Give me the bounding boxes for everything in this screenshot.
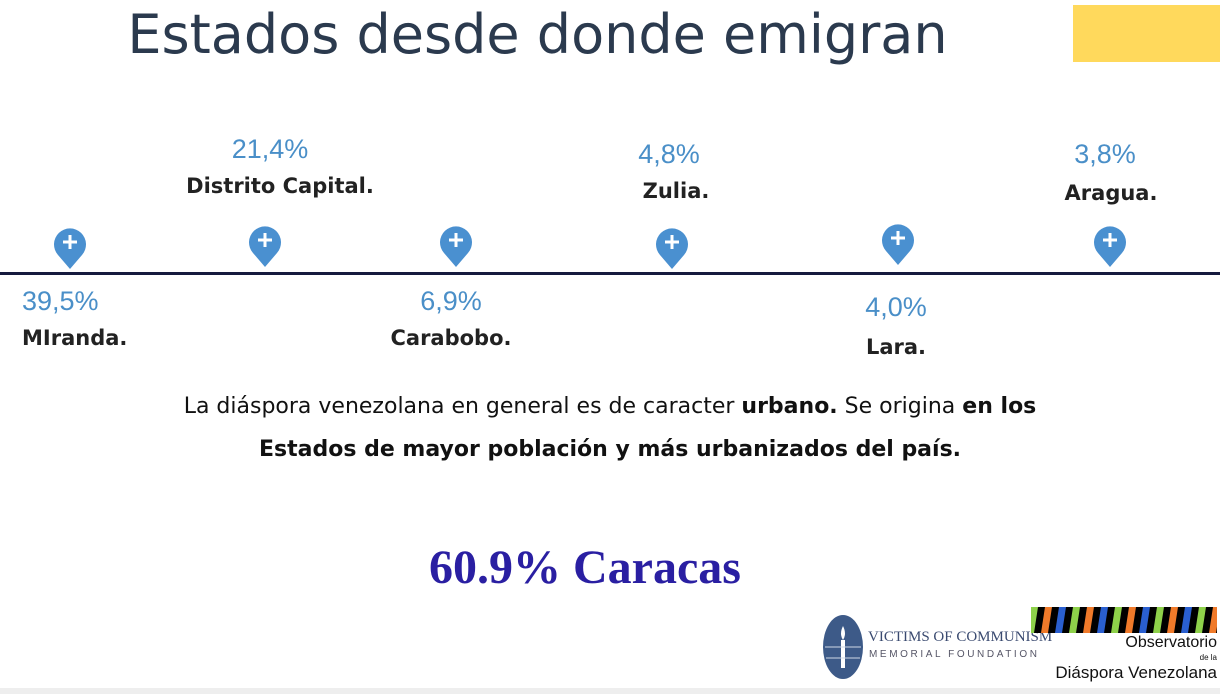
map-pin-plus-icon[interactable] (438, 222, 474, 268)
state-percent-carabobo: 6,9% (420, 286, 482, 316)
map-pin-plus-icon[interactable] (247, 222, 283, 268)
logo-text-line3: Diáspora Venezolana (1055, 663, 1217, 682)
map-pin-plus-icon[interactable] (52, 224, 88, 270)
logo-text-line2: de la (1199, 653, 1217, 662)
state-percent-zulia: 4,8% (638, 139, 700, 169)
state-name-miranda: MIranda. (22, 326, 128, 350)
paragraph-bold: en los Estados de mayor población y más … (258, 394, 1037, 462)
observatorio-diaspora-logo: Observatorio de la Diáspora Venezolana (1031, 607, 1217, 687)
timeline-axis (0, 272, 1220, 275)
state-percent-miranda: 39,5% (22, 286, 99, 316)
state-name-carabobo: Carabobo. (390, 326, 512, 350)
bottom-strip (0, 688, 1220, 694)
paragraph-text: La diáspora venezolana en general es de … (183, 394, 742, 419)
state-name-distrito-capital: Distrito Capital. (186, 174, 374, 198)
state-name-zulia: Zulia. (642, 179, 710, 203)
slide-title: Estados desde donde emigran (127, 3, 948, 66)
torch-emblem-icon (823, 615, 863, 679)
paragraph-bold: urbano. (741, 394, 838, 419)
logo-text-line2: MEMORIAL FOUNDATION (869, 649, 1040, 660)
description-paragraph: La diáspora venezolana en general es de … (180, 385, 1040, 471)
state-percent-distrito-capital: 21,4% (231, 134, 309, 164)
map-pin-plus-icon[interactable] (1092, 222, 1128, 268)
victims-of-communism-logo: VICTIMS OF COMMUNISM MEMORIAL FOUNDATION (822, 614, 1052, 680)
state-percent-lara: 4,0% (865, 292, 927, 322)
map-pin-plus-icon[interactable] (654, 224, 690, 270)
logo-text-line1: VICTIMS OF COMMUNISM (868, 629, 1053, 645)
map-pin-plus-icon[interactable] (880, 220, 916, 266)
striped-banner-icon (1031, 607, 1217, 633)
caracas-highlight: 60.9% Caracas (429, 541, 741, 594)
state-name-aragua: Aragua. (1064, 181, 1158, 205)
yellow-accent-block (1073, 5, 1220, 62)
state-name-lara: Lara. (865, 335, 927, 359)
logo-text-line1: Observatorio (1125, 634, 1217, 651)
state-percent-aragua: 3,8% (1074, 139, 1136, 169)
paragraph-text: Se origina (837, 394, 963, 419)
